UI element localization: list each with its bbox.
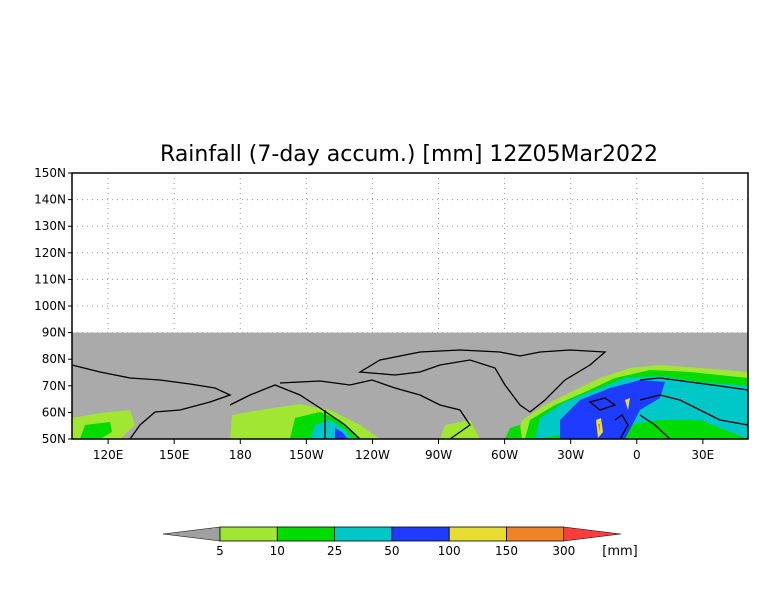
lon-tick-label: 120E xyxy=(93,448,124,462)
coastlines xyxy=(71,349,749,440)
colorbar: 5 10 25 50 100 150 300 [mm] xyxy=(162,526,638,559)
lon-tick-label: 120W xyxy=(355,448,390,462)
lon-tick-label: 180 xyxy=(229,448,252,462)
lat-tick-label: 70N xyxy=(42,379,66,393)
colorbar-level-label: 300 xyxy=(552,544,575,558)
lat-tick-label: 120N xyxy=(34,246,66,260)
lat-tick-label: 90N xyxy=(42,326,66,340)
colorbar-segment xyxy=(448,526,507,542)
colorbar-lower-triangle xyxy=(162,526,221,542)
lat-tick-label: 60N xyxy=(42,405,66,419)
lat-tick-label: 130N xyxy=(34,219,66,233)
colorbar-level-label: 150 xyxy=(495,544,518,558)
colorbar-level-label: 10 xyxy=(270,544,285,558)
colorbar-unit-label: [mm] xyxy=(602,544,637,559)
colorbar-segment xyxy=(391,526,450,542)
lon-tick-label: 60W xyxy=(491,448,518,462)
longitude-axis: 120E 150E 180 150W 120W 90W 60W 30W 0 30E xyxy=(93,439,714,462)
colorbar-segment xyxy=(276,526,335,542)
colorbar-segment xyxy=(334,526,393,542)
colorbar-level-label: 25 xyxy=(327,544,342,558)
map-title: Rainfall (7-day accum.) [mm] 12Z05Mar202… xyxy=(160,142,658,167)
lon-tick-label: 30E xyxy=(691,448,714,462)
colorbar-level-label: 5 xyxy=(216,544,224,558)
lat-tick-label: 140N xyxy=(34,193,66,207)
colorbar-upper-triangle xyxy=(563,526,621,542)
lon-tick-label: 150W xyxy=(289,448,324,462)
lat-tick-label: 80N xyxy=(42,352,66,366)
lon-tick-label: 90W xyxy=(425,448,452,462)
lat-tick-label: 100N xyxy=(34,299,66,313)
lat-tick-label: 150N xyxy=(34,166,66,180)
latitude-axis: 150N 140N 130N 120N 110N 100N 90N 80N 70N 60N 50N xyxy=(34,166,72,446)
colorbar-level-label: 100 xyxy=(438,544,461,558)
lon-tick-label: 150E xyxy=(159,448,190,462)
colorbar-segment xyxy=(219,526,278,542)
colorbar-segment xyxy=(506,526,565,542)
lat-tick-label: 110N xyxy=(34,272,66,286)
lon-tick-label: 30W xyxy=(557,448,584,462)
lat-tick-label: 50N xyxy=(42,432,66,446)
lon-tick-label: 0 xyxy=(633,448,641,462)
colorbar-level-label: 50 xyxy=(384,544,399,558)
rainfall-field xyxy=(72,365,748,439)
